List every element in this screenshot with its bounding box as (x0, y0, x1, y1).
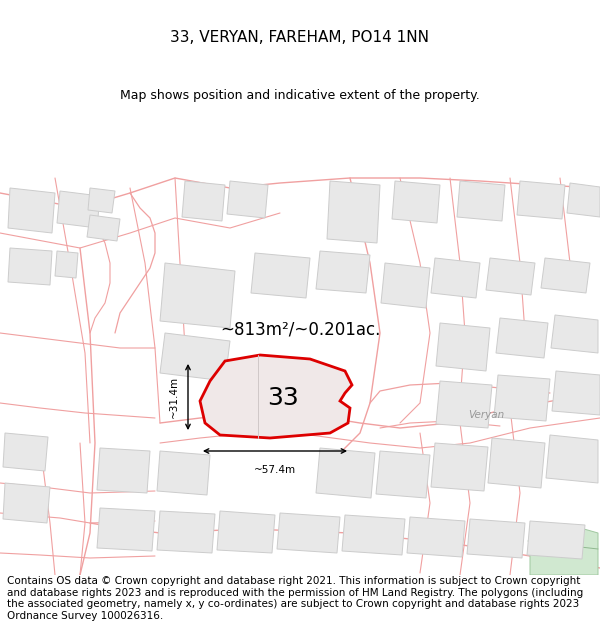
Polygon shape (327, 181, 380, 243)
Text: Map shows position and indicative extent of the property.: Map shows position and indicative extent… (120, 89, 480, 102)
Polygon shape (217, 511, 275, 553)
Polygon shape (316, 251, 370, 293)
Polygon shape (3, 433, 48, 471)
Polygon shape (55, 251, 78, 278)
Text: 33, VERYAN, FAREHAM, PO14 1NN: 33, VERYAN, FAREHAM, PO14 1NN (170, 30, 430, 45)
Polygon shape (467, 519, 525, 558)
Polygon shape (431, 443, 488, 491)
Polygon shape (488, 438, 545, 488)
Polygon shape (160, 263, 235, 328)
Polygon shape (517, 181, 565, 219)
Polygon shape (567, 183, 600, 217)
Polygon shape (551, 315, 598, 353)
Polygon shape (8, 248, 52, 285)
Polygon shape (407, 517, 465, 557)
Polygon shape (546, 435, 598, 483)
Polygon shape (88, 188, 115, 213)
Text: Veryan: Veryan (468, 410, 504, 420)
Polygon shape (436, 381, 492, 428)
Polygon shape (57, 191, 100, 228)
Polygon shape (494, 375, 550, 421)
Polygon shape (182, 181, 225, 221)
Polygon shape (160, 333, 230, 381)
Polygon shape (431, 258, 480, 298)
Text: 33: 33 (267, 386, 299, 410)
Polygon shape (342, 515, 405, 555)
Polygon shape (97, 508, 155, 551)
Polygon shape (277, 513, 340, 553)
Polygon shape (157, 511, 215, 553)
Polygon shape (552, 371, 600, 415)
Polygon shape (227, 181, 268, 218)
Polygon shape (157, 451, 210, 495)
Polygon shape (436, 323, 490, 371)
Text: ~57.4m: ~57.4m (254, 465, 296, 475)
Polygon shape (3, 483, 50, 523)
Polygon shape (530, 525, 598, 575)
Polygon shape (8, 188, 55, 233)
Text: Contains OS data © Crown copyright and database right 2021. This information is : Contains OS data © Crown copyright and d… (7, 576, 583, 621)
Polygon shape (97, 448, 150, 493)
Polygon shape (457, 181, 505, 221)
Polygon shape (376, 451, 430, 498)
Polygon shape (200, 355, 352, 438)
Polygon shape (316, 448, 375, 498)
Text: ~813m²/~0.201ac.: ~813m²/~0.201ac. (220, 320, 380, 338)
Polygon shape (527, 521, 585, 559)
Text: ~31.4m: ~31.4m (169, 376, 179, 418)
Polygon shape (251, 253, 310, 298)
Polygon shape (87, 215, 120, 241)
Polygon shape (496, 318, 548, 358)
Polygon shape (381, 263, 430, 308)
Polygon shape (486, 258, 535, 295)
Polygon shape (392, 181, 440, 223)
Polygon shape (541, 258, 590, 293)
